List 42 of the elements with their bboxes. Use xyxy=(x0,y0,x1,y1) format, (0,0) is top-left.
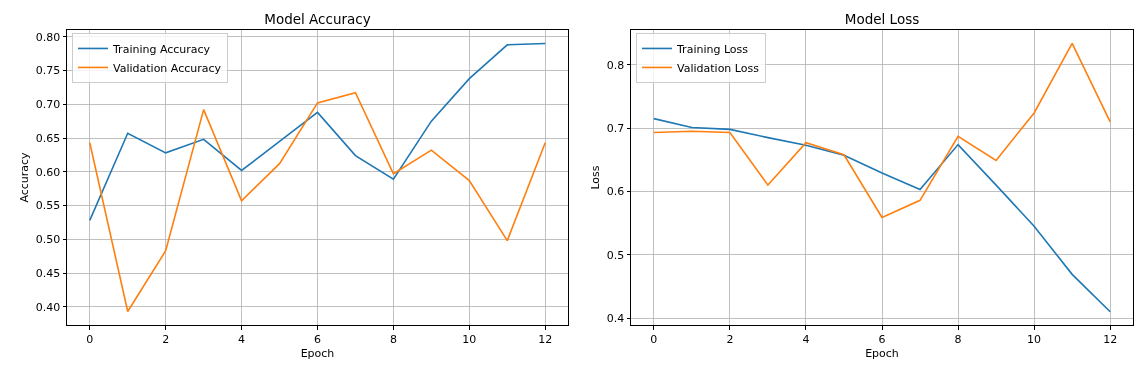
x-axis-title: Epoch xyxy=(865,346,899,360)
y-tick-label: 0.70 xyxy=(35,98,61,112)
y-tick-label: 0.4 xyxy=(606,311,625,325)
legend-label: Training Loss xyxy=(676,42,749,56)
x-tick-label: 10 xyxy=(1027,332,1042,346)
y-tick-label: 0.60 xyxy=(35,165,61,179)
x-tick-label: 10 xyxy=(462,332,477,346)
y-tick-label: 0.7 xyxy=(606,121,625,135)
x-tick-label: 12 xyxy=(1103,332,1118,346)
x-tick-label: 12 xyxy=(538,332,553,346)
x-tick-label: 6 xyxy=(314,332,321,346)
x-tick-label: 0 xyxy=(650,332,658,346)
y-tick-label: 0.65 xyxy=(35,131,61,145)
y-axis-title: Accuracy xyxy=(18,151,32,203)
line-series xyxy=(88,42,547,222)
y-tick-label: 0.5 xyxy=(606,248,625,262)
y-tick-label: 0.40 xyxy=(35,300,61,314)
x-tick-label: 6 xyxy=(878,332,886,346)
x-tick-label: 8 xyxy=(954,332,962,346)
y-tick-label: 0.8 xyxy=(606,58,625,72)
y-tick-label: 0.45 xyxy=(35,266,61,280)
legend-label: Training Accuracy xyxy=(112,42,211,56)
legend-label: Validation Accuracy xyxy=(113,61,222,75)
y-tick-label: 0.75 xyxy=(35,64,61,78)
x-tick-label: 2 xyxy=(726,332,734,346)
x-tick-label: 0 xyxy=(86,332,94,346)
line-series xyxy=(653,42,1111,219)
legend-label: Validation Loss xyxy=(677,61,760,75)
x-tick-label: 4 xyxy=(802,332,810,346)
chart-title: Model Loss xyxy=(844,11,920,27)
x-axis-title: Epoch xyxy=(300,346,335,360)
y-tick-label: 0.50 xyxy=(35,233,61,247)
y-tick-label: 0.55 xyxy=(35,199,61,213)
x-tick-label: 2 xyxy=(162,332,170,346)
y-tick-label: 0.6 xyxy=(606,185,625,199)
line-series xyxy=(88,91,547,313)
y-axis-title: Loss xyxy=(589,165,603,190)
line-series xyxy=(653,117,1111,313)
x-tick-label: 4 xyxy=(238,332,246,346)
chart-title: Model Accuracy xyxy=(264,11,371,27)
x-tick-label: 8 xyxy=(389,332,397,346)
y-tick-label: 0.80 xyxy=(35,30,61,44)
